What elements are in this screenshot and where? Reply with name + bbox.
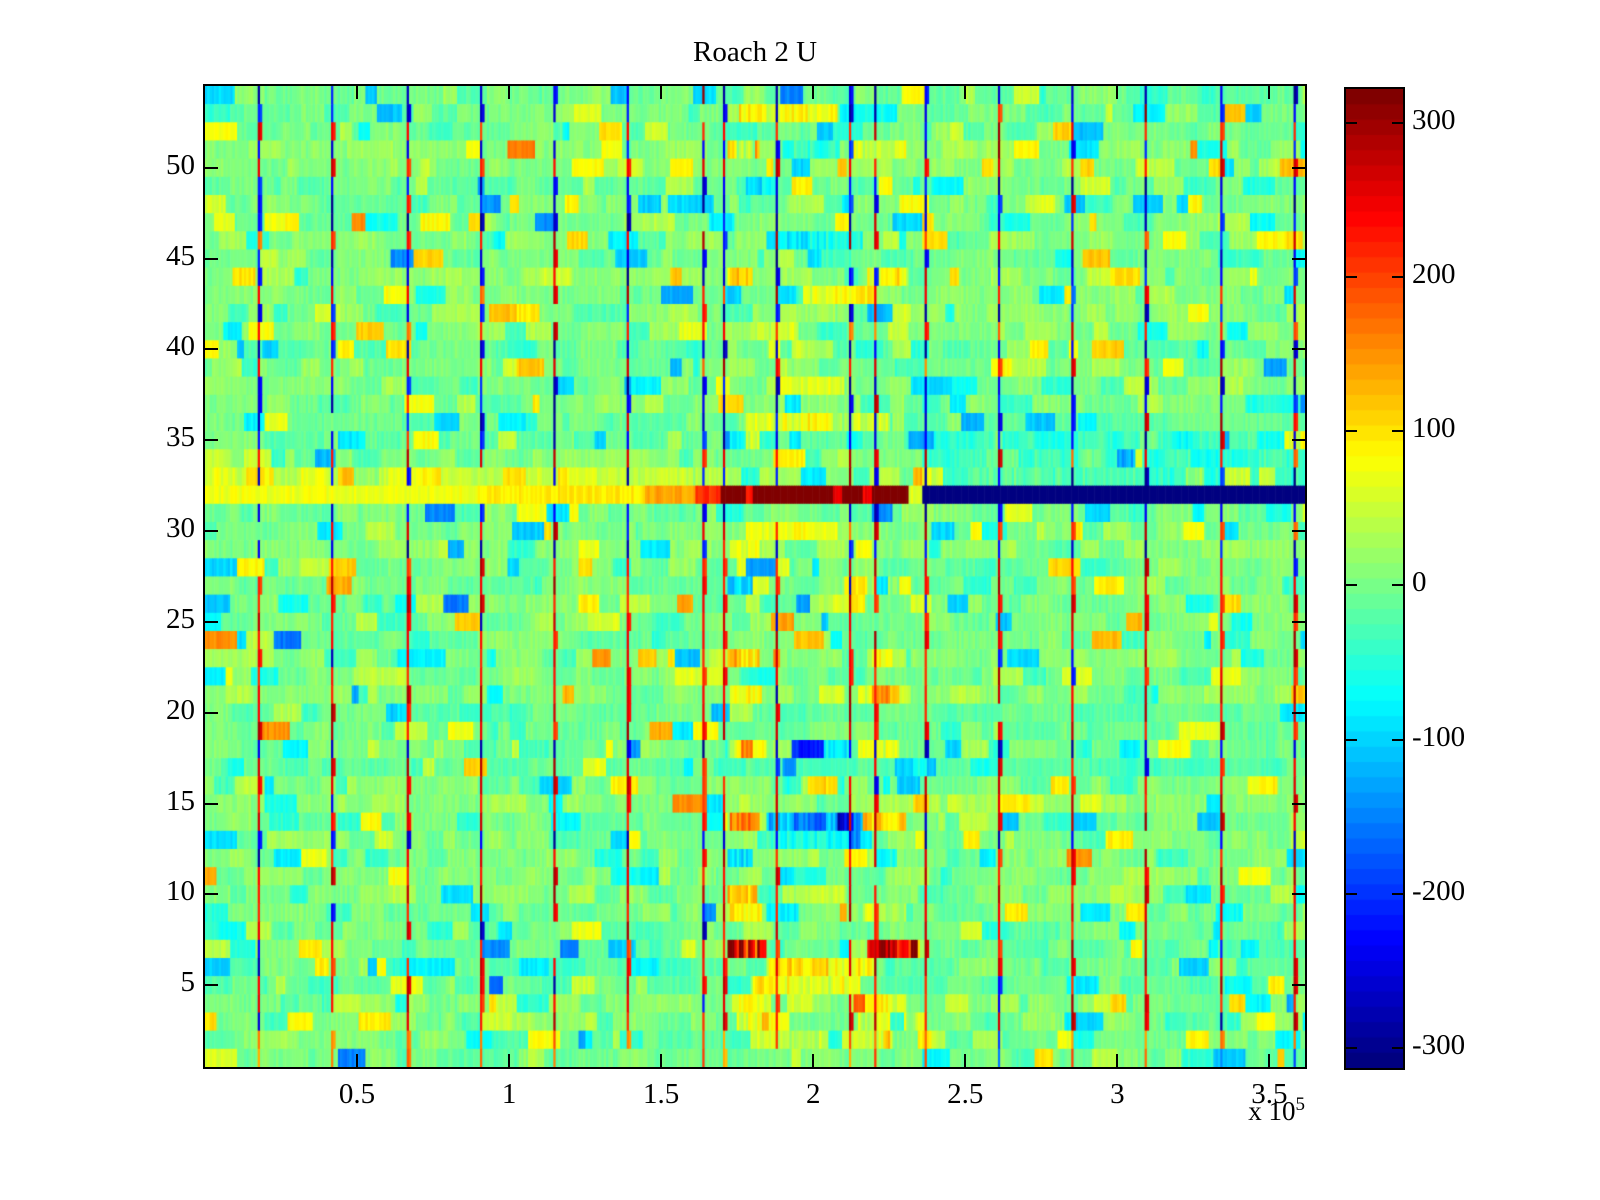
y-tick-label: 30 [166,512,195,545]
y-tick-mark [205,984,218,987]
x-tick-label: 2.5 [947,1078,984,1110]
y-tick-mark [205,802,218,805]
colorbar-tick-mark-right [1392,1046,1403,1049]
y-tick-mark-right [1292,257,1305,260]
colorbar-tick-mark-right [1392,430,1403,433]
y-tick-mark-right [1292,439,1305,442]
colorbar-tick-label: 100 [1412,412,1456,445]
colorbar-tick-mark-left [1346,1046,1357,1049]
y-tick-mark [205,348,218,351]
y-tick-mark [205,620,218,623]
x-tick-mark-top [1268,86,1271,99]
y-tick-mark [205,166,218,169]
x-tick-mark [356,1054,359,1067]
x-tick-mark-top [964,86,967,99]
colorbar-tick-mark-right [1392,738,1403,741]
colorbar-tick-label: 0 [1412,566,1427,599]
x-tick-mark-top [1116,86,1119,99]
colorbar-tick-mark-left [1346,121,1357,124]
y-tick-label: 25 [166,602,195,635]
y-tick-mark-right [1292,893,1305,896]
colorbar-border [1344,87,1405,1070]
y-tick-mark [205,439,218,442]
y-tick-mark [205,530,218,533]
x-tick-mark [508,1054,511,1067]
x-axis-multiplier-base: x 10 [1248,1096,1296,1126]
y-tick-mark-right [1292,984,1305,987]
x-tick-mark-top [508,86,511,99]
y-tick-mark-right [1292,530,1305,533]
y-tick-label: 45 [166,239,195,272]
colorbar-tick-mark-left [1346,430,1357,433]
y-tick-mark [205,711,218,714]
x-tick-label: 3.5 [1251,1078,1288,1110]
x-tick-mark-top [660,86,663,99]
colorbar-tick-mark-right [1392,584,1403,587]
colorbar-tick-mark-left [1346,276,1357,279]
x-tick-label: 1.5 [643,1078,680,1110]
x-axis-multiplier: x 105 [1140,1094,1306,1127]
x-tick-mark-top [812,86,815,99]
colorbar-tick-mark-left [1346,584,1357,587]
y-tick-mark-right [1292,620,1305,623]
colorbar-canvas [1346,89,1403,1068]
x-tick-label: 0.5 [338,1078,376,1110]
y-tick-mark-right [1292,711,1305,714]
y-tick-mark-right [1292,802,1305,805]
colorbar-tick-label: -300 [1412,1028,1466,1061]
colorbar-tick-mark-right [1392,892,1403,895]
heatmap-canvas [205,86,1305,1067]
plot-border [203,84,1307,1069]
y-tick-label: 50 [166,148,195,181]
y-tick-mark-right [1292,348,1305,351]
x-axis-multiplier-exponent: 5 [1295,1094,1306,1115]
y-tick-mark-right [1292,166,1305,169]
colorbar-tick-label: 300 [1412,103,1456,136]
colorbar-tick-mark-left [1346,892,1357,895]
colorbar-tick-label: -100 [1412,720,1466,753]
x-tick-mark [964,1054,967,1067]
x-tick-mark [812,1054,815,1067]
x-tick-label: 1 [501,1078,517,1110]
colorbar-tick-label: 200 [1412,258,1456,291]
y-tick-mark [205,893,218,896]
x-tick-mark [1268,1054,1271,1067]
x-tick-label: 2 [805,1078,821,1110]
chart-title: Roach 2 U [692,36,818,68]
x-tick-mark-top [356,86,359,99]
y-tick-label: 35 [166,421,195,454]
y-tick-label: 10 [166,875,195,908]
x-tick-mark [660,1054,663,1067]
x-tick-label: 3 [1110,1078,1125,1110]
y-tick-label: 15 [166,784,195,817]
y-tick-label: 20 [166,693,195,726]
x-tick-mark [1116,1054,1119,1067]
colorbar-tick-mark-left [1346,738,1357,741]
colorbar-tick-mark-right [1392,121,1403,124]
colorbar-tick-label: -200 [1412,874,1466,907]
colorbar-tick-mark-right [1392,276,1403,279]
y-tick-label: 40 [166,330,195,363]
y-tick-label: 5 [180,966,196,999]
y-tick-mark [205,257,218,260]
